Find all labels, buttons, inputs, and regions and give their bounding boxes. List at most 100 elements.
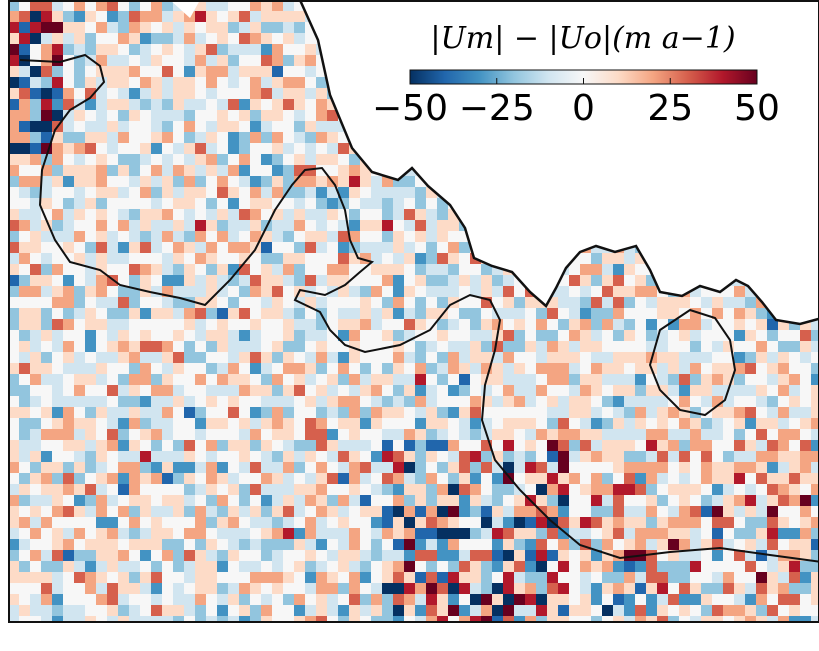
- field-cell: [679, 385, 690, 396]
- field-cell: [272, 165, 283, 176]
- field-cell: [349, 517, 360, 528]
- field-cell: [558, 330, 569, 341]
- field-cell: [85, 242, 96, 253]
- field-cell: [30, 363, 41, 374]
- field-cell: [327, 561, 338, 572]
- field-cell: [107, 517, 118, 528]
- field-cell: [800, 517, 811, 528]
- field-cell: [140, 407, 151, 418]
- field-cell: [404, 418, 415, 429]
- field-cell: [756, 561, 767, 572]
- field-cell: [470, 396, 481, 407]
- field-cell: [41, 11, 52, 22]
- field-cell: [239, 220, 250, 231]
- field-cell: [382, 374, 393, 385]
- field-cell: [646, 407, 657, 418]
- field-cell: [228, 231, 239, 242]
- field-cell: [74, 143, 85, 154]
- field-cell: [492, 429, 503, 440]
- field-cell: [492, 440, 503, 451]
- field-cell: [404, 198, 415, 209]
- field-cell: [173, 264, 184, 275]
- field-cell: [52, 275, 63, 286]
- field-cell: [525, 539, 536, 550]
- field-cell: [547, 583, 558, 594]
- field-cell: [206, 275, 217, 286]
- field-cell: [800, 462, 811, 473]
- field-cell: [52, 363, 63, 374]
- field-cell: [129, 418, 140, 429]
- field-cell: [63, 66, 74, 77]
- field-cell: [668, 517, 679, 528]
- field-cell: [668, 594, 679, 605]
- field-cell: [63, 33, 74, 44]
- field-cell: [195, 583, 206, 594]
- field-cell: [173, 110, 184, 121]
- field-cell: [415, 209, 426, 220]
- field-cell: [778, 363, 789, 374]
- field-cell: [228, 44, 239, 55]
- field-cell: [580, 517, 591, 528]
- field-cell: [162, 308, 173, 319]
- field-cell: [591, 528, 602, 539]
- field-cell: [470, 264, 481, 275]
- field-cell: [349, 308, 360, 319]
- field-cell: [767, 583, 778, 594]
- field-cell: [151, 143, 162, 154]
- field-cell: [492, 275, 503, 286]
- field-cell: [690, 473, 701, 484]
- field-cell: [756, 341, 767, 352]
- field-cell: [74, 319, 85, 330]
- field-cell: [415, 385, 426, 396]
- field-cell: [162, 99, 173, 110]
- field-cell: [19, 440, 30, 451]
- field-cell: [382, 231, 393, 242]
- field-cell: [624, 528, 635, 539]
- field-cell: [184, 473, 195, 484]
- field-cell: [206, 506, 217, 517]
- field-cell: [96, 440, 107, 451]
- field-cell: [283, 341, 294, 352]
- field-cell: [294, 132, 305, 143]
- field-cell: [228, 33, 239, 44]
- field-cell: [162, 418, 173, 429]
- field-cell: [426, 308, 437, 319]
- field-cell: [811, 385, 819, 396]
- field-cell: [206, 242, 217, 253]
- field-cell: [96, 220, 107, 231]
- field-cell: [184, 451, 195, 462]
- field-cell: [217, 121, 228, 132]
- field-cell: [250, 517, 261, 528]
- field-cell: [173, 374, 184, 385]
- field-cell: [261, 165, 272, 176]
- field-cell: [195, 220, 206, 231]
- field-cell: [96, 341, 107, 352]
- field-cell: [393, 484, 404, 495]
- field-cell: [96, 198, 107, 209]
- field-cell: [800, 539, 811, 550]
- field-cell: [536, 319, 547, 330]
- field-cell: [228, 473, 239, 484]
- field-cell: [206, 132, 217, 143]
- field-cell: [107, 506, 118, 517]
- field-cell: [118, 154, 129, 165]
- field-cell: [30, 132, 41, 143]
- field-cell: [261, 187, 272, 198]
- field-cell: [140, 352, 151, 363]
- field-cell: [250, 451, 261, 462]
- field-cell: [338, 605, 349, 616]
- field-cell: [503, 561, 514, 572]
- field-cell: [107, 143, 118, 154]
- field-cell: [261, 77, 272, 88]
- field-cell: [316, 242, 327, 253]
- field-cell: [272, 561, 283, 572]
- field-cell: [635, 473, 646, 484]
- field-cell: [129, 143, 140, 154]
- field-cell: [85, 297, 96, 308]
- field-cell: [393, 352, 404, 363]
- field-cell: [657, 451, 668, 462]
- field-cell: [195, 143, 206, 154]
- field-cell: [228, 198, 239, 209]
- field-cell: [701, 418, 712, 429]
- field-cell: [602, 275, 613, 286]
